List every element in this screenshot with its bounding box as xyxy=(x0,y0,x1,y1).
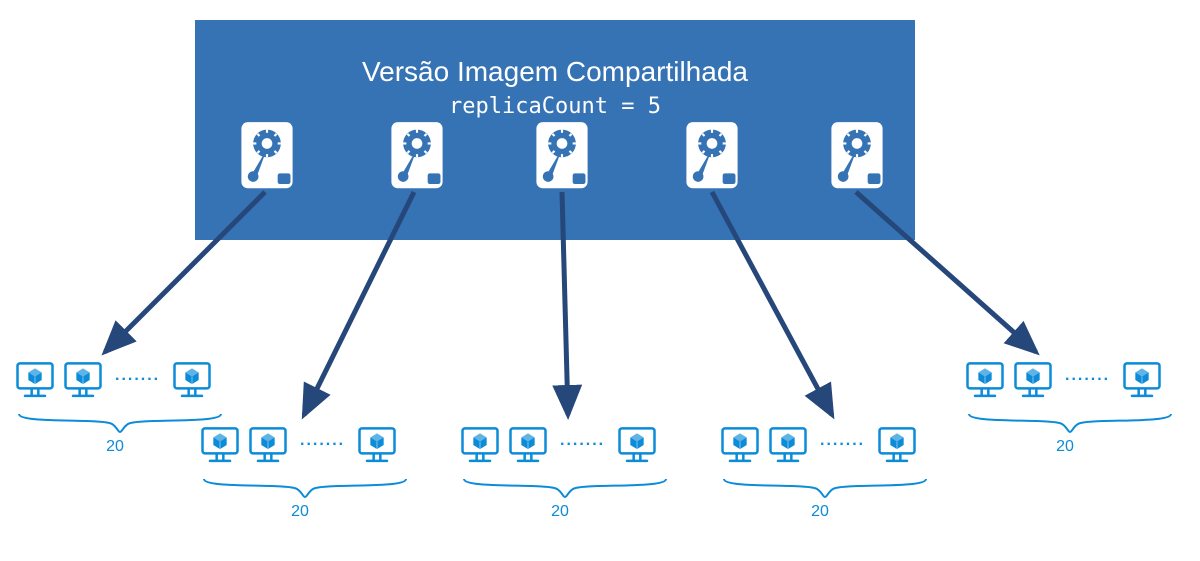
brace-icon xyxy=(720,477,920,504)
vm-icon xyxy=(172,360,212,400)
panel-subtitle: replicaCount = 5 xyxy=(195,94,915,119)
vm-icon xyxy=(63,360,103,400)
vm-cluster: ....... 20 xyxy=(200,425,400,545)
vm-icon xyxy=(248,425,288,465)
vm-row: ....... xyxy=(15,360,212,400)
cluster-count-label: 20 xyxy=(720,503,920,521)
vm-icon xyxy=(720,425,760,465)
replica-disk-icon xyxy=(825,120,889,195)
vm-row: ....... xyxy=(460,425,657,465)
replica-disk-icon xyxy=(385,120,449,195)
vm-icon xyxy=(200,425,240,465)
vm-icon xyxy=(877,425,917,465)
ellipsis: ....... xyxy=(556,432,609,450)
vm-icon xyxy=(15,360,55,400)
vm-cluster: ....... 20 xyxy=(965,360,1165,480)
replica-disk-icon xyxy=(235,120,299,195)
vm-icon xyxy=(617,425,657,465)
vm-cluster: ....... 20 xyxy=(720,425,920,545)
vm-icon xyxy=(357,425,397,465)
vm-cluster: ....... 20 xyxy=(15,360,215,480)
vm-icon xyxy=(1122,360,1162,400)
cluster-count-label: 20 xyxy=(15,438,215,456)
vm-icon xyxy=(508,425,548,465)
brace-icon xyxy=(965,412,1165,439)
vm-row: ....... xyxy=(200,425,397,465)
ellipsis: ....... xyxy=(1061,367,1114,385)
brace-icon xyxy=(460,477,660,504)
vm-row: ....... xyxy=(720,425,917,465)
replica-disk-icon xyxy=(530,120,594,195)
vm-row: ....... xyxy=(965,360,1162,400)
cluster-count-label: 20 xyxy=(460,503,660,521)
vm-icon xyxy=(768,425,808,465)
ellipsis: ....... xyxy=(111,367,164,385)
replica-disk-icon xyxy=(680,120,744,195)
vm-cluster: ....... 20 xyxy=(460,425,660,545)
ellipsis: ....... xyxy=(816,432,869,450)
vm-icon xyxy=(1013,360,1053,400)
cluster-count-label: 20 xyxy=(200,503,400,521)
cluster-count-label: 20 xyxy=(965,438,1165,456)
ellipsis: ....... xyxy=(296,432,349,450)
panel-title: Versão Imagem Compartilhada xyxy=(195,56,915,88)
vm-icon xyxy=(460,425,500,465)
brace-icon xyxy=(200,477,400,504)
brace-icon xyxy=(15,412,215,439)
vm-icon xyxy=(965,360,1005,400)
